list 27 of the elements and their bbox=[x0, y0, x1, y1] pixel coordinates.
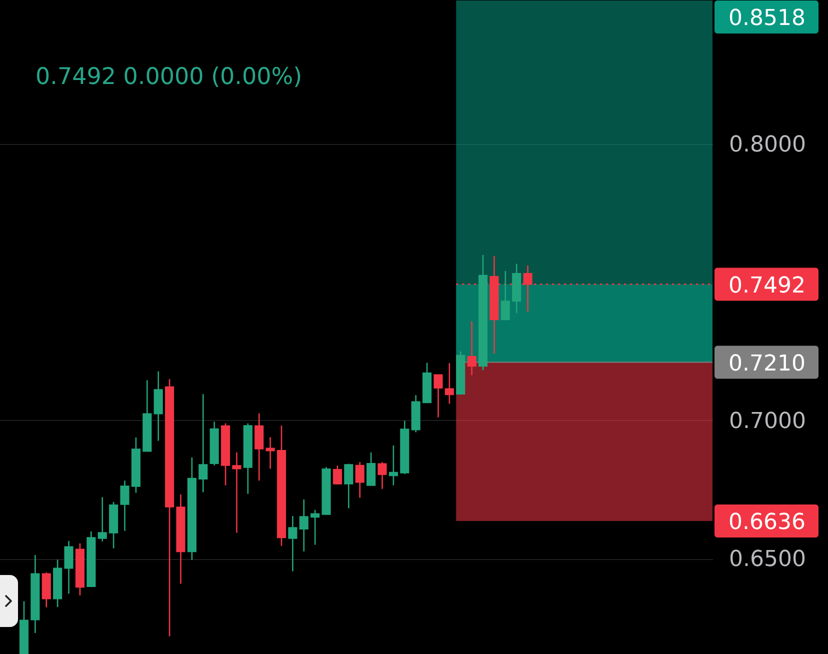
y-tick-label: 0.6500 bbox=[728, 547, 806, 572]
ref-line-label: 0.7210 bbox=[728, 351, 805, 376]
candlestick bbox=[310, 509, 320, 546]
candlestick bbox=[388, 444, 398, 486]
candlestick bbox=[433, 374, 442, 418]
candlestick bbox=[344, 463, 353, 509]
candlestick bbox=[298, 498, 308, 552]
ref-line-label: 0.7492 bbox=[728, 273, 805, 298]
candlestick bbox=[377, 461, 386, 490]
band-label: 0.6636 bbox=[728, 510, 805, 535]
candlestick bbox=[466, 320, 476, 376]
y-tick-label: 0.8000 bbox=[728, 132, 806, 158]
candlestick bbox=[444, 362, 454, 404]
candlestick bbox=[332, 465, 342, 486]
text: 0.7492 0.0000 (0.00%) bbox=[35, 64, 302, 90]
candlestick bbox=[120, 480, 129, 532]
candlestick bbox=[366, 452, 376, 486]
band-label: 0.8518 bbox=[728, 6, 805, 31]
candlestick bbox=[254, 412, 264, 482]
candlestick bbox=[288, 515, 297, 572]
candlestick bbox=[354, 461, 364, 498]
candlestick bbox=[500, 270, 510, 320]
candlestick bbox=[198, 393, 208, 493]
y-tick-label: 0.7000 bbox=[728, 408, 806, 434]
candlestick bbox=[97, 496, 106, 542]
candlestick bbox=[232, 452, 241, 534]
candlestick bbox=[64, 540, 73, 594]
